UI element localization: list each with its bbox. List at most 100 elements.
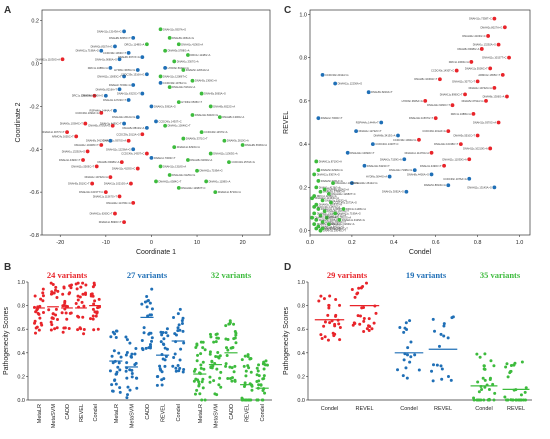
d-ytick-label: 0.6 <box>297 327 305 333</box>
d-category-label: REVEL <box>507 406 525 412</box>
a-point-blue <box>113 108 117 113</box>
a-point-red <box>129 181 133 186</box>
d-score-dot-red <box>360 306 364 310</box>
c-point-label: DNAH11c.5161G>A <box>323 214 346 218</box>
b-score-dot-red <box>82 304 86 308</box>
b-score-dot-blue <box>126 393 130 397</box>
c-point-label: DNAH2c.7159G>A <box>380 157 402 161</box>
c-point-label: CCDC40c.1457G>A <box>317 205 341 209</box>
b-score-dot-blue <box>130 352 134 356</box>
d-score-dot-blue <box>396 368 400 372</box>
panel-label-a: A <box>4 5 11 16</box>
c-point-label: DNAH11c.8990C>T <box>440 92 463 96</box>
b-score-dot-blue <box>149 313 153 317</box>
c-point-blue <box>366 90 371 95</box>
b-score-dot-green <box>262 374 266 378</box>
c-point-red <box>488 146 493 151</box>
c-point-red <box>496 42 501 47</box>
a-point-label: DNAH11c.11363G>A <box>213 152 238 156</box>
d-score-dot-green <box>475 352 479 356</box>
c-ytick-label: 0.6 <box>299 99 307 105</box>
b-score-dot-red <box>80 300 84 304</box>
d-score-dot-red <box>327 306 331 310</box>
d-score-dot-green <box>480 387 484 391</box>
a-point-label: DNAH1c.12722C>T <box>103 98 126 102</box>
b-score-dot-blue <box>163 358 167 362</box>
a-point-blue <box>154 119 158 124</box>
b-score-dot-green <box>240 358 244 362</box>
b-score-dot-red <box>89 317 93 321</box>
c-point-label: DNAH5c.2810G>A <box>329 216 351 220</box>
a-point-green <box>181 68 186 72</box>
b-score-dot-green <box>217 383 221 387</box>
d-score-dot-blue <box>430 369 434 373</box>
c-point-label: DNAH8c.6506G>A <box>327 188 349 192</box>
d-score-dot-red <box>358 314 362 318</box>
b-score-dot-blue <box>177 323 181 327</box>
c-point-label: DNAH8c.1306G>A <box>483 95 505 99</box>
d-y-axis-label: Pathogenecity Scores <box>283 306 290 375</box>
a-ytick-label: -0.6 <box>30 190 39 196</box>
b-score-dot-green <box>233 329 237 333</box>
b-score-dot-red <box>91 314 95 318</box>
b-score-dot-green <box>198 392 202 396</box>
b-score-dot-blue <box>126 385 130 389</box>
a-point-green <box>186 158 190 162</box>
c-point-label: DNAH8c.3413G>A <box>374 133 396 137</box>
b-score-dot-red <box>50 316 54 320</box>
b-score-dot-blue <box>178 307 182 311</box>
b-category-label: CADD <box>65 404 71 420</box>
b-score-dot-red <box>62 286 66 290</box>
a-point-label: DNAH5c.5065A>G <box>204 92 226 96</box>
b-score-dot-green <box>224 364 228 368</box>
a-point-label: DNAH11c.12683T>C <box>181 186 205 190</box>
b-score-dot-green <box>264 359 268 363</box>
b-score-dot-blue <box>142 326 146 330</box>
b-score-dot-green <box>228 320 232 324</box>
b-score-dot-red <box>96 327 100 331</box>
c-point-label: DNAH5c.1306G>A <box>317 211 339 215</box>
b-score-dot-blue <box>128 341 132 345</box>
d-score-dot-red <box>338 338 342 342</box>
a-point-red <box>117 194 122 199</box>
a-point-red <box>94 164 99 169</box>
a-point-blue <box>108 65 113 70</box>
b-score-dot-green <box>257 383 261 387</box>
d-ytick-label: 0.4 <box>297 351 305 357</box>
a-point-green <box>167 85 172 90</box>
d-score-dot-red <box>337 322 341 326</box>
a-point-label: DNAH8c.4400A>G <box>81 94 103 98</box>
b-score-dot-blue <box>178 366 182 370</box>
c-xtick-label: 1.0 <box>516 240 524 246</box>
c-point-label: RSPH4Ac.1444A>T <box>356 121 379 125</box>
c-point-label: DNAH5c.12061G>A <box>319 203 343 207</box>
a-point-blue <box>131 83 136 87</box>
d-score-dot-green <box>486 398 490 402</box>
b-score-dot-blue <box>173 332 177 336</box>
a-point-green <box>190 113 195 117</box>
a-point-label: CCDC40c.1430T>C <box>121 152 144 156</box>
b-score-dot-blue <box>182 367 186 371</box>
a-xtick-label: -20 <box>56 240 64 246</box>
b-score-dot-green <box>228 377 232 381</box>
b-category-label: Condel <box>93 404 99 421</box>
c-ytick-label: 0.8 <box>299 56 307 62</box>
b-score-dot-green <box>201 346 205 350</box>
b-score-dot-blue <box>181 316 185 320</box>
c-point-label: DNAH5c.10364C>T <box>414 77 437 81</box>
a-point-label: DNAH1c.9080A>G <box>95 57 117 61</box>
c-point-label: DNAH11c.3077C>T <box>452 79 475 83</box>
c-point-label: DNAH11c.9125A>G <box>342 218 365 222</box>
c-point-label: DNAH5c.8498G>A <box>457 47 479 51</box>
a-point-label: DNAH11c.7198A>G <box>76 49 99 53</box>
b-score-dot-red <box>76 328 80 332</box>
b-score-dot-red <box>37 312 41 316</box>
d-score-dot-red <box>357 286 361 290</box>
c-point-blue <box>362 163 367 168</box>
c-ytick-label: 0.0 <box>299 229 307 235</box>
a-point-blue <box>149 155 154 160</box>
a-ytick-label: 0.2 <box>31 19 39 25</box>
b-category-label: MetaSVM <box>51 404 57 429</box>
b-score-dot-blue <box>171 364 175 368</box>
b-score-dot-green <box>249 398 253 402</box>
